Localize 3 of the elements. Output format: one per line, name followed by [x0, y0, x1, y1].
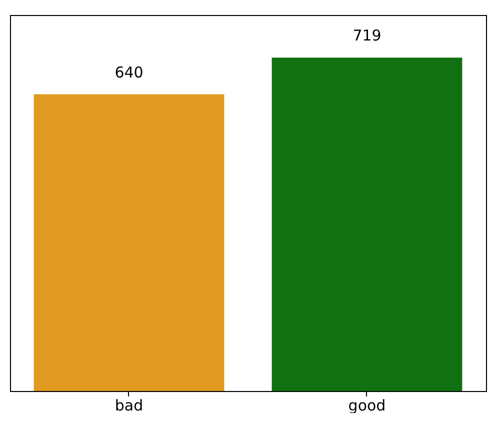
data-label: 719	[352, 26, 382, 45]
x-tick-label: bad	[114, 396, 144, 414]
data-label: 640	[114, 63, 144, 82]
